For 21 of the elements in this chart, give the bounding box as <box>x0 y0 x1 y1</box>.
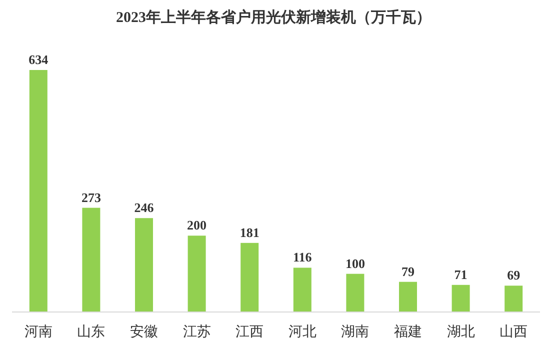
data-label: 181 <box>240 224 260 240</box>
data-label: 69 <box>507 268 520 283</box>
data-label: 200 <box>187 218 207 233</box>
data-label: 246 <box>134 200 154 216</box>
data-label: 79 <box>402 264 414 279</box>
data-label: 71 <box>454 266 468 282</box>
x-tick-label: 山东 <box>77 324 106 340</box>
x-tick-label: 江苏 <box>182 324 211 340</box>
x-tick-label: 湖北 <box>446 324 475 340</box>
x-tick-label: 安徽 <box>130 324 158 340</box>
data-label: 634 <box>28 52 48 67</box>
x-tick-label: 河南 <box>24 324 52 340</box>
data-label: 116 <box>293 250 312 265</box>
x-tick-label: 河北 <box>288 324 316 340</box>
x-tick-label: 湖南 <box>341 324 370 340</box>
x-tick-label: 福建 <box>394 324 422 340</box>
x-tick-label: 江西 <box>236 324 264 340</box>
data-label: 100 <box>345 256 365 271</box>
x-tick-label: 山西 <box>500 324 528 340</box>
title: 2023年上半年各省户用光伏新增装机（万千瓦） <box>116 10 431 26</box>
data-label: 273 <box>81 190 101 205</box>
